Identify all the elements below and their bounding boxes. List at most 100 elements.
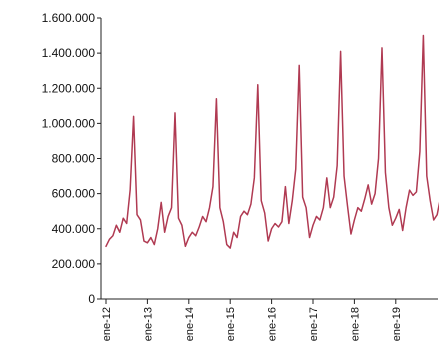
y-tick-label: 200.000 <box>52 257 96 271</box>
data-point <box>154 244 156 246</box>
data-point <box>295 168 297 170</box>
x-axis: ene-12 ene-13 ene-14 ene-15 ene-16 ene-17 ene-… <box>101 298 438 341</box>
data-point <box>416 191 418 193</box>
data-point <box>364 198 366 200</box>
data-point <box>236 237 238 239</box>
data-point <box>309 237 311 239</box>
data-point <box>298 65 300 67</box>
data-point <box>147 242 149 244</box>
data-point <box>378 158 380 160</box>
y-tick-label: 1.000.000 <box>42 116 96 130</box>
x-tick-label: ene-13 <box>142 307 154 341</box>
plot-area <box>105 34 439 249</box>
data-point <box>316 216 318 218</box>
data-point <box>250 203 252 205</box>
data-point <box>240 216 242 218</box>
data-point <box>209 207 211 209</box>
data-point <box>198 226 200 228</box>
data-point <box>264 212 266 214</box>
data-point <box>319 219 321 221</box>
data-point <box>247 214 249 216</box>
data-point <box>243 210 245 212</box>
y-tick-label: 400.000 <box>52 222 96 236</box>
data-point <box>402 230 404 232</box>
data-point <box>188 237 190 239</box>
data-point <box>178 217 180 219</box>
data-point <box>281 221 283 223</box>
data-point <box>167 216 169 218</box>
x-tick-label: ene-12 <box>101 307 113 341</box>
data-point <box>122 217 124 219</box>
data-point <box>326 177 328 179</box>
data-point <box>150 237 152 239</box>
x-tick-label: ene-18 <box>349 307 361 341</box>
data-point <box>205 221 207 223</box>
series-line <box>105 34 439 249</box>
data-point <box>174 112 176 114</box>
data-point <box>143 240 145 242</box>
x-tick-label: ene-14 <box>184 307 196 341</box>
data-point <box>361 210 363 212</box>
data-point <box>347 205 349 207</box>
data-point <box>409 189 411 191</box>
data-point <box>212 186 214 188</box>
data-point <box>419 151 421 153</box>
data-point <box>171 207 173 209</box>
data-point <box>109 238 111 240</box>
data-point <box>340 51 342 53</box>
data-point <box>302 196 304 198</box>
data-point <box>219 207 221 209</box>
data-point <box>354 219 356 221</box>
data-point <box>133 116 135 118</box>
data-point <box>336 165 338 167</box>
data-point <box>436 214 438 216</box>
data-point <box>433 219 435 221</box>
data-point <box>116 224 118 226</box>
data-point <box>323 207 325 209</box>
data-point <box>181 224 183 226</box>
data-point <box>136 214 138 216</box>
y-tick-label: 1.400.000 <box>42 46 96 60</box>
data-point <box>157 228 159 230</box>
data-point <box>371 203 373 205</box>
data-point <box>216 98 218 100</box>
data-point <box>140 219 142 221</box>
y-tick-label: 0 <box>88 292 95 306</box>
data-point <box>271 228 273 230</box>
data-point <box>288 223 290 225</box>
data-point <box>233 231 235 233</box>
data-point <box>164 231 166 233</box>
data-point <box>278 226 280 228</box>
data-point <box>285 186 287 188</box>
data-point <box>405 207 407 209</box>
data-point <box>412 195 414 197</box>
data-point <box>374 193 376 195</box>
y-tick-label: 1.600.000 <box>42 11 96 25</box>
data-point <box>126 223 128 225</box>
x-tick-label: ene-15 <box>225 307 237 341</box>
data-point <box>257 84 259 86</box>
y-tick-label: 800.000 <box>52 152 96 166</box>
data-point <box>381 47 383 49</box>
data-point <box>260 200 262 202</box>
data-point <box>426 175 428 177</box>
data-point <box>202 216 204 218</box>
data-point <box>129 189 131 191</box>
data-point <box>274 223 276 225</box>
data-point <box>312 224 314 226</box>
data-point <box>292 200 294 202</box>
data-point <box>223 221 225 223</box>
data-point <box>226 244 228 246</box>
data-point <box>267 240 269 242</box>
y-axis: 0 200.000 400.000 600.000 800.000 1.000.000 1.… <box>42 11 102 306</box>
data-point <box>119 231 121 233</box>
data-point <box>395 217 397 219</box>
data-point <box>112 235 114 237</box>
y-tick-label: 600.000 <box>52 187 96 201</box>
x-tick-label: ene-17 <box>308 307 320 341</box>
data-point <box>430 200 432 202</box>
data-point <box>392 224 394 226</box>
y-tick-label: 1.200.000 <box>42 81 96 95</box>
data-point <box>191 231 193 233</box>
